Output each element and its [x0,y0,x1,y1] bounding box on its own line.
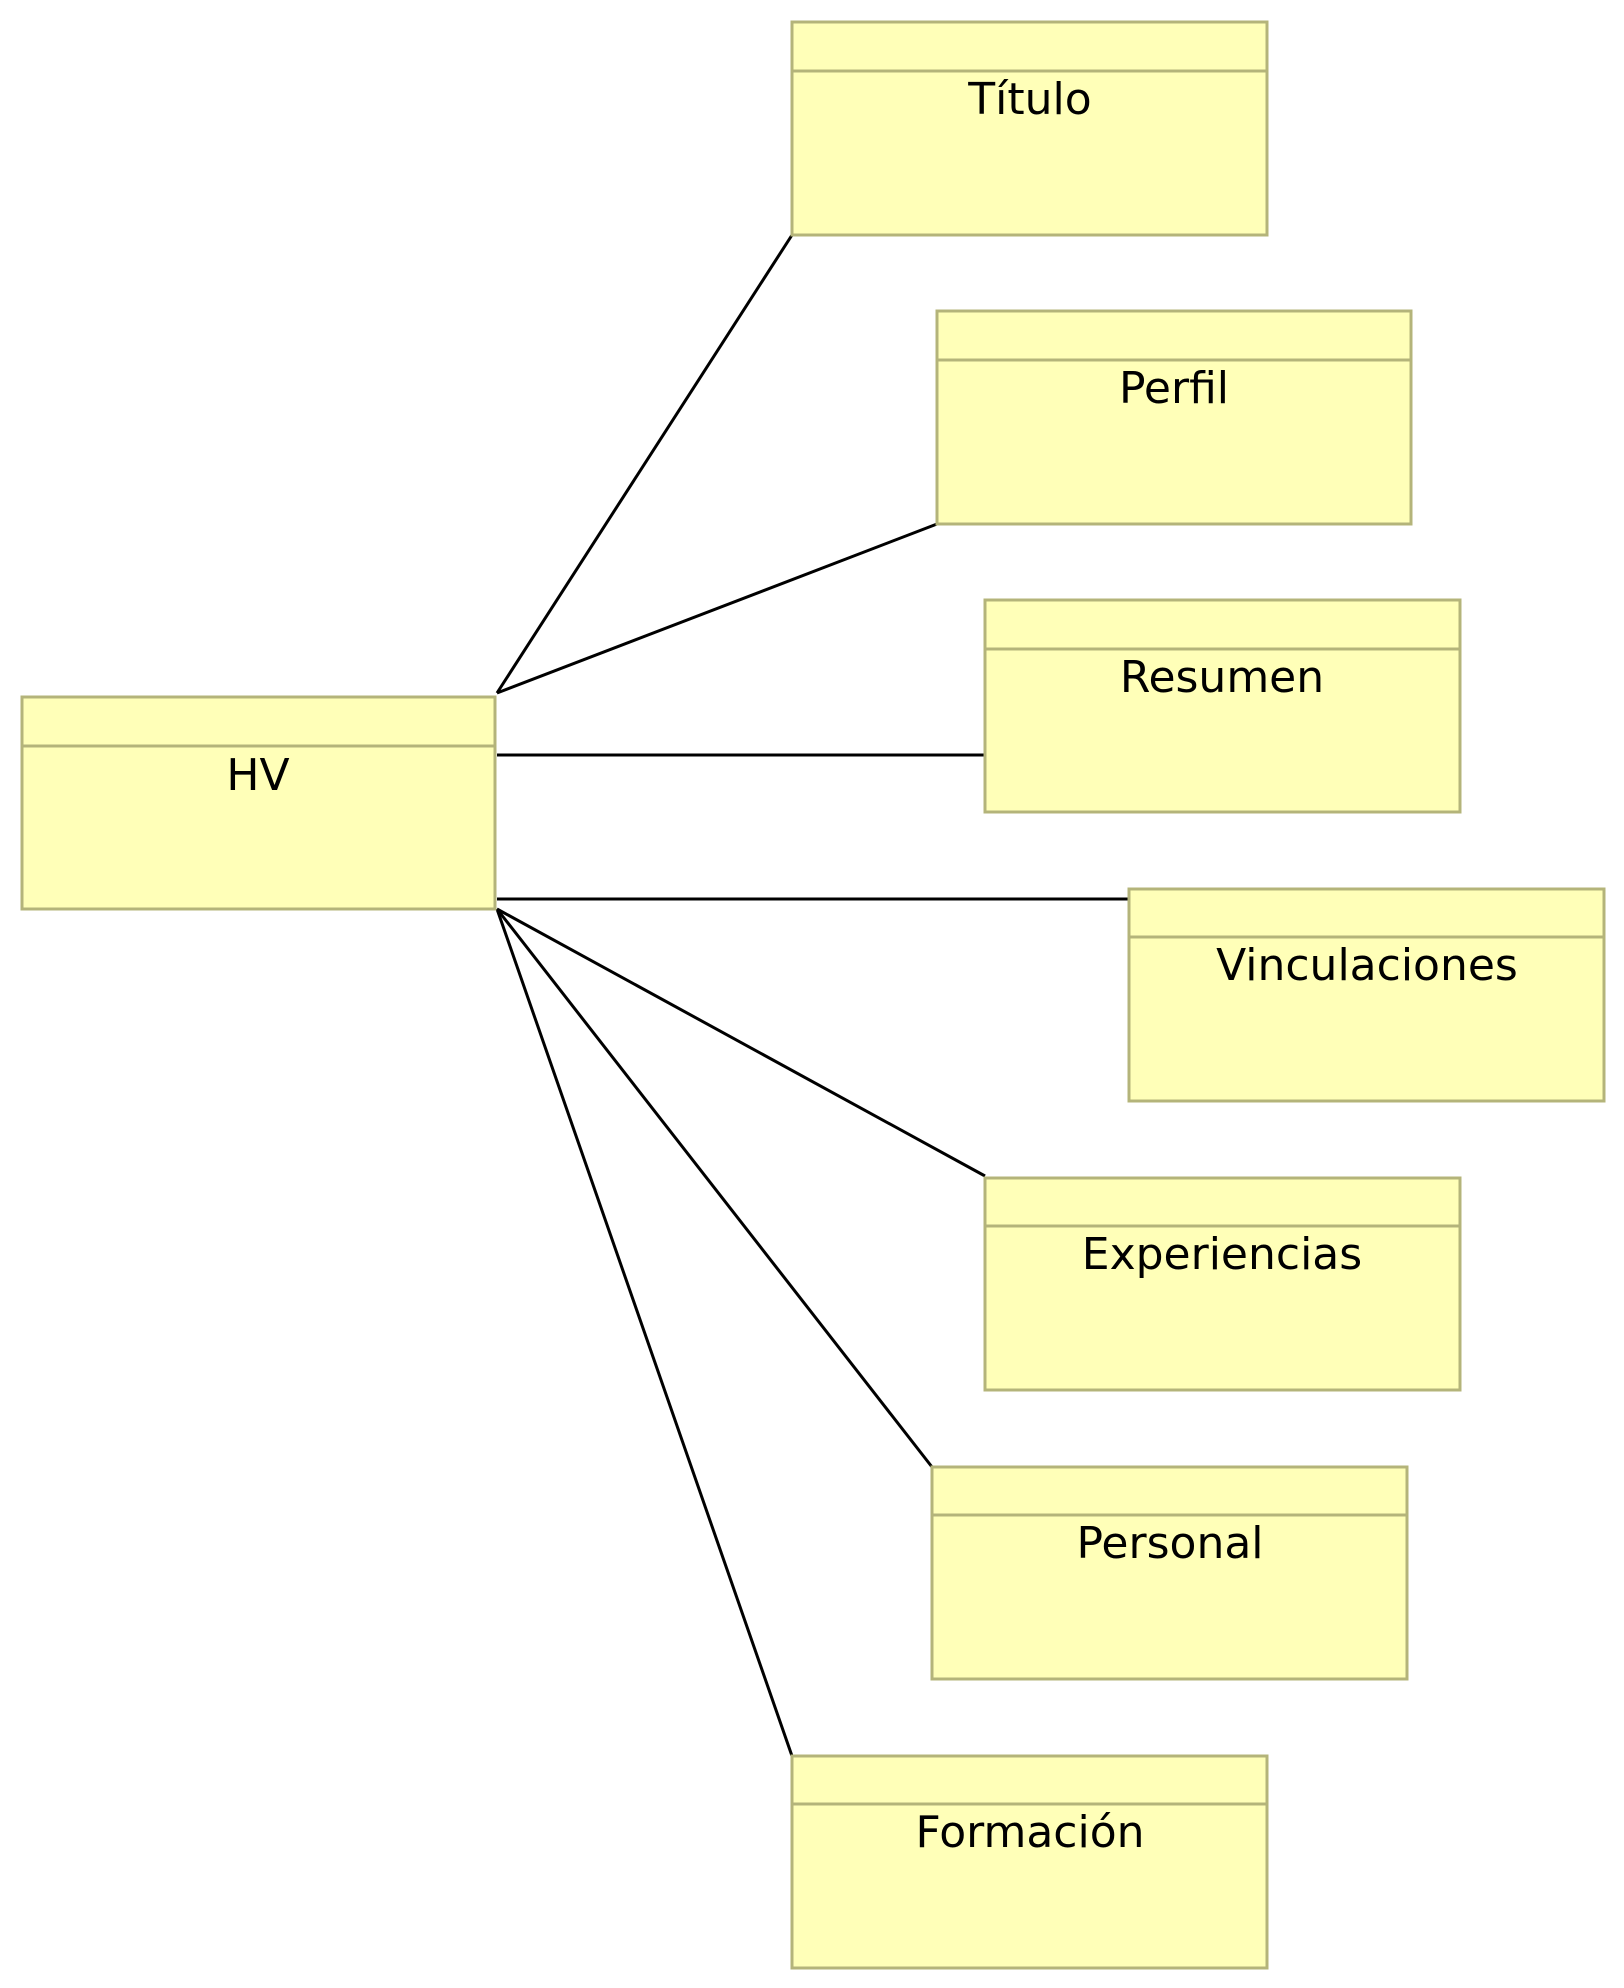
class-vinculaciones-box [1127,887,1606,1103]
class-personal[interactable]: Personal [930,1465,1409,1681]
class-experiencias-name: Experiencias [1082,1229,1362,1280]
connectors [495,234,1129,1757]
class-vinculaciones-name: Vinculaciones [1216,940,1518,991]
class-formacion-name: Formación [915,1807,1144,1858]
class-resumen-name: Resumen [1120,652,1324,703]
class-personal-box [930,1465,1409,1681]
class-titulo-box [790,20,1269,237]
class-vinculaciones[interactable]: Vinculaciones [1127,887,1606,1103]
connector-formacion [495,908,794,1757]
class-resumen[interactable]: Resumen [983,598,1462,814]
class-titulo[interactable]: Título [790,20,1269,237]
class-perfil-name: Perfil [1119,363,1229,414]
class-hv[interactable]: HV [20,695,497,911]
class-titulo-name: Título [967,74,1091,125]
connector-personal [495,908,934,1468]
class-experiencias[interactable]: Experiencias [983,1176,1462,1392]
connector-titulo [495,234,794,694]
connector-experiencias [496,907,986,1178]
class-hv-box [20,695,497,911]
class-perfil[interactable]: Perfil [935,309,1413,526]
class-personal-name: Personal [1076,1518,1263,1569]
class-experiencias-box [983,1176,1462,1392]
class-hv-name: HV [226,750,289,801]
class-formacion[interactable]: Formación [790,1754,1269,1970]
connector-perfil [496,522,938,695]
class-resumen-box [983,598,1462,814]
class-formacion-box [790,1754,1269,1970]
class-perfil-box [935,309,1413,526]
